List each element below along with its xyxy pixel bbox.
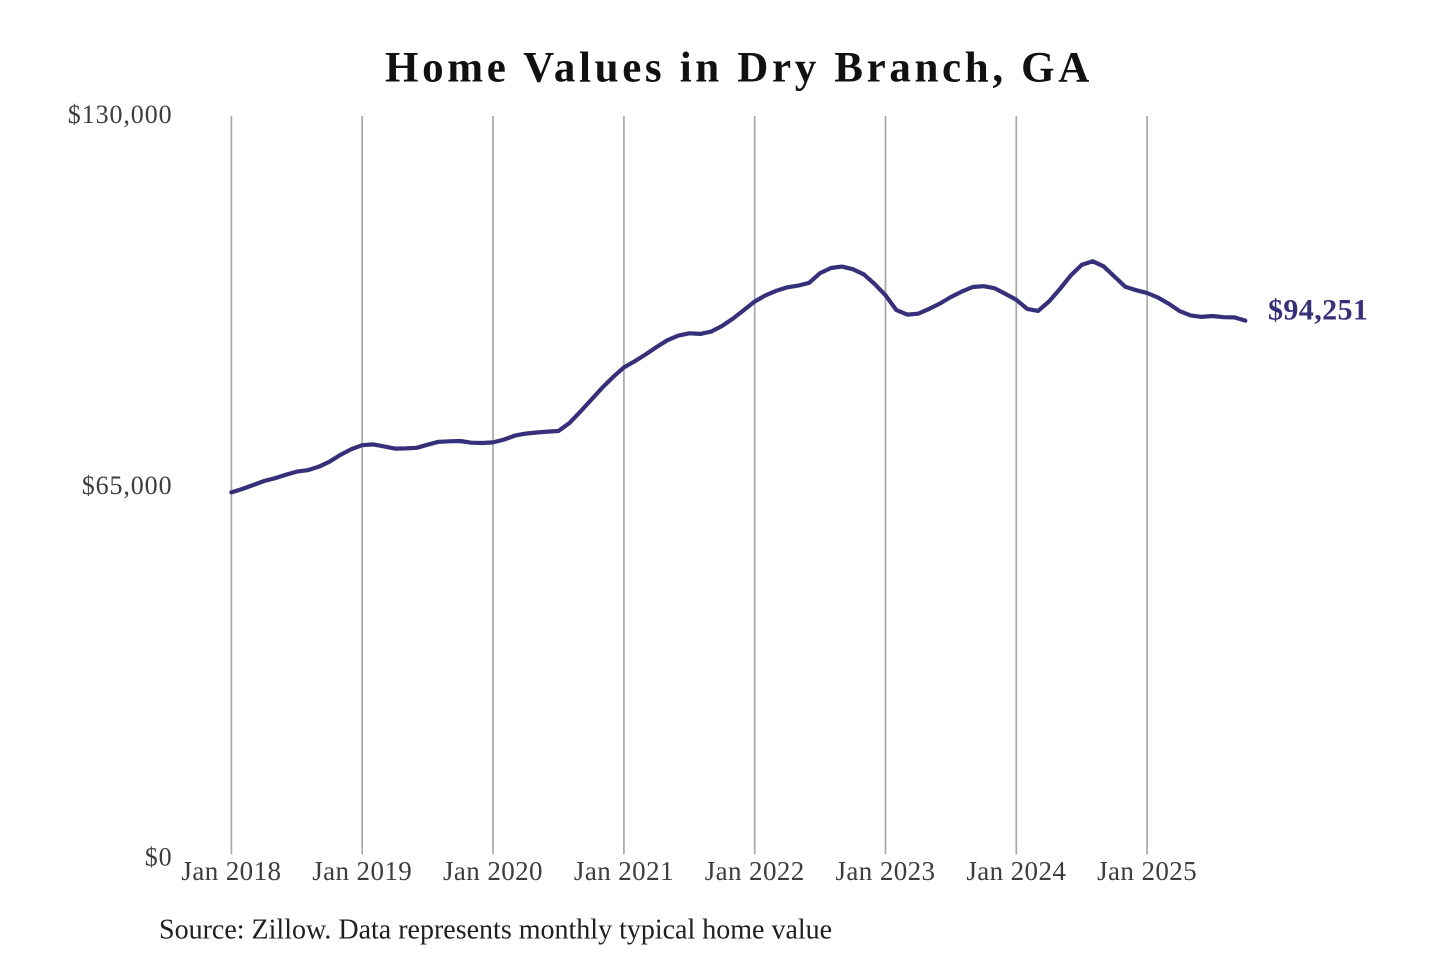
svg-text:$65,000: $65,000 xyxy=(82,471,173,500)
svg-text:$130,000: $130,000 xyxy=(68,100,173,129)
svg-text:Jan 2024: Jan 2024 xyxy=(966,856,1066,886)
svg-text:Jan 2020: Jan 2020 xyxy=(443,856,543,886)
svg-text:Jan 2021: Jan 2021 xyxy=(574,856,674,886)
svg-text:Jan 2018: Jan 2018 xyxy=(181,856,281,886)
svg-text:$0: $0 xyxy=(145,843,173,872)
svg-text:$94,251: $94,251 xyxy=(1268,293,1368,326)
svg-text:Jan 2022: Jan 2022 xyxy=(705,856,805,886)
svg-text:Home Values in Dry Branch, GA: Home Values in Dry Branch, GA xyxy=(385,44,1093,91)
svg-text:Jan 2023: Jan 2023 xyxy=(836,856,936,886)
svg-text:Jan 2019: Jan 2019 xyxy=(312,856,412,886)
svg-text:Jan 2025: Jan 2025 xyxy=(1097,856,1197,886)
svg-text:Source: Zillow. Data represent: Source: Zillow. Data represents monthly … xyxy=(159,915,832,946)
